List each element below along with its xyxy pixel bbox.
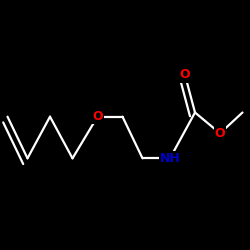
Text: O: O <box>180 68 190 82</box>
Text: NH: NH <box>160 152 180 165</box>
Text: O: O <box>92 110 103 123</box>
Text: O: O <box>215 127 225 140</box>
